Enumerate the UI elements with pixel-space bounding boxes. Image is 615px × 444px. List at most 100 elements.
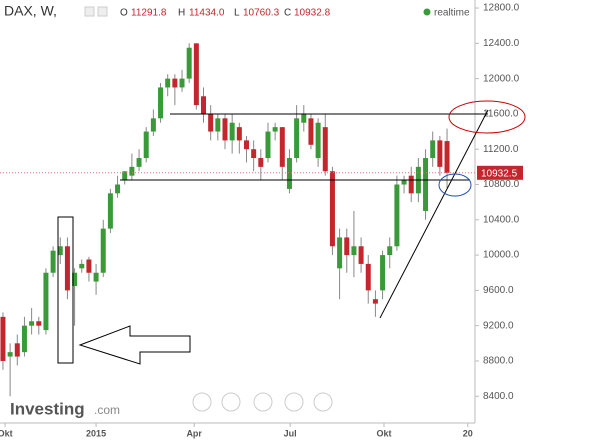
candle-body	[387, 246, 393, 256]
candle-body	[179, 78, 185, 88]
y-tick-label: 12000.0	[483, 73, 520, 84]
candle-body	[444, 141, 450, 173]
candle-body	[115, 184, 121, 194]
candle-body	[437, 140, 443, 167]
candle-body	[243, 140, 249, 150]
y-tick-label: 8800.0	[483, 356, 514, 367]
candle-body	[165, 78, 171, 88]
header-label: H	[178, 8, 185, 19]
y-tick-label: 12400.0	[483, 38, 520, 49]
icon	[97, 6, 108, 17]
candle-body	[150, 118, 156, 132]
header-label: C	[284, 8, 291, 19]
candle-body	[401, 180, 407, 185]
candle-body	[86, 259, 92, 273]
x-tick-label: 20	[463, 428, 473, 438]
candle-body	[308, 118, 314, 145]
candle-body	[208, 113, 214, 132]
header-label: O	[120, 8, 128, 19]
candle-body	[301, 113, 307, 123]
header-value: 11434.0	[189, 8, 225, 19]
candle-body	[222, 118, 228, 141]
candle-body	[358, 246, 364, 264]
button-right[interactable]	[313, 392, 333, 412]
drawn-rect	[57, 216, 74, 364]
candle-body	[265, 131, 271, 159]
candle-body	[36, 321, 42, 326]
x-tick-label: 2015	[86, 428, 106, 438]
candle-body	[294, 118, 300, 159]
candle-body	[0, 316, 6, 361]
candle-body	[322, 127, 328, 172]
candle-body	[107, 193, 113, 229]
button-left[interactable]	[192, 392, 212, 412]
candle-body	[279, 127, 285, 167]
candle-body	[286, 158, 292, 189]
y-tick-label: 11600.0	[483, 109, 519, 120]
drawn-ellipse	[438, 173, 472, 197]
button-zoom-in[interactable]	[284, 392, 304, 412]
candle-body	[344, 237, 350, 256]
x-tick-label: Okt	[0, 428, 13, 438]
y-tick-label: 11200.0	[483, 144, 519, 155]
x-tick-label: Jul	[284, 428, 297, 438]
candle-body	[408, 175, 414, 194]
realtime: realtime	[434, 8, 470, 19]
candle-body	[50, 250, 56, 273]
candle-body	[251, 149, 257, 159]
drawn-arrow	[78, 325, 191, 365]
header-value: 11291.8	[131, 8, 167, 19]
trend-line	[379, 109, 489, 319]
candle-body	[193, 43, 199, 106]
candle-body	[122, 171, 128, 181]
y-tick-label: 10400.0	[483, 214, 520, 225]
button-reset[interactable]	[253, 392, 273, 412]
brand: Investing	[10, 399, 85, 418]
candle-body	[79, 263, 85, 269]
candle-body	[315, 122, 321, 159]
candle-body	[229, 122, 235, 141]
candle-body	[7, 352, 13, 357]
last-price-label: 10932.5	[481, 168, 518, 179]
icon	[84, 6, 95, 17]
candle-body	[57, 246, 63, 256]
candle-body	[365, 263, 371, 291]
x-tick-label: Okt	[376, 428, 391, 438]
candle-body	[430, 140, 436, 159]
candle-body	[201, 96, 207, 114]
zoom-controls	[192, 392, 333, 412]
candle-body	[143, 131, 149, 159]
candle-body	[272, 127, 278, 132]
y-tick-label: 10000.0	[483, 250, 520, 261]
y-tick-label: 8400.0	[483, 391, 514, 402]
brand-suffix: .com	[94, 403, 120, 417]
candle-body	[172, 78, 178, 88]
candle-body	[423, 158, 429, 211]
candle-body	[236, 127, 242, 141]
header-label: L	[234, 8, 240, 19]
candle-body	[43, 272, 49, 331]
button-zoom-out[interactable]	[221, 392, 241, 412]
y-tick-label: 12800.0	[483, 3, 520, 14]
plot: 12800.0 12400.0 12000.0 11600.0 11200.0 10800…	[0, 3, 523, 438]
candle-body	[136, 158, 142, 167]
candle-body	[14, 343, 20, 357]
candle-body	[394, 184, 400, 247]
candle-body	[64, 246, 70, 291]
candle-body	[100, 228, 106, 273]
candle-body	[337, 237, 343, 269]
candle-body	[329, 171, 335, 247]
candle-body	[29, 321, 35, 326]
candle-body	[351, 246, 357, 256]
x-tick-label: Apr	[186, 428, 202, 438]
candle-body	[129, 166, 135, 176]
header-value: 10760.3	[243, 8, 280, 19]
y-tick-label: 10800.0	[483, 179, 520, 190]
realtime-dot	[423, 8, 431, 16]
symbol: DAX, W,	[4, 3, 57, 19]
candle-body	[186, 47, 192, 79]
drawn-ellipse	[448, 100, 526, 134]
candle-body	[158, 87, 164, 119]
